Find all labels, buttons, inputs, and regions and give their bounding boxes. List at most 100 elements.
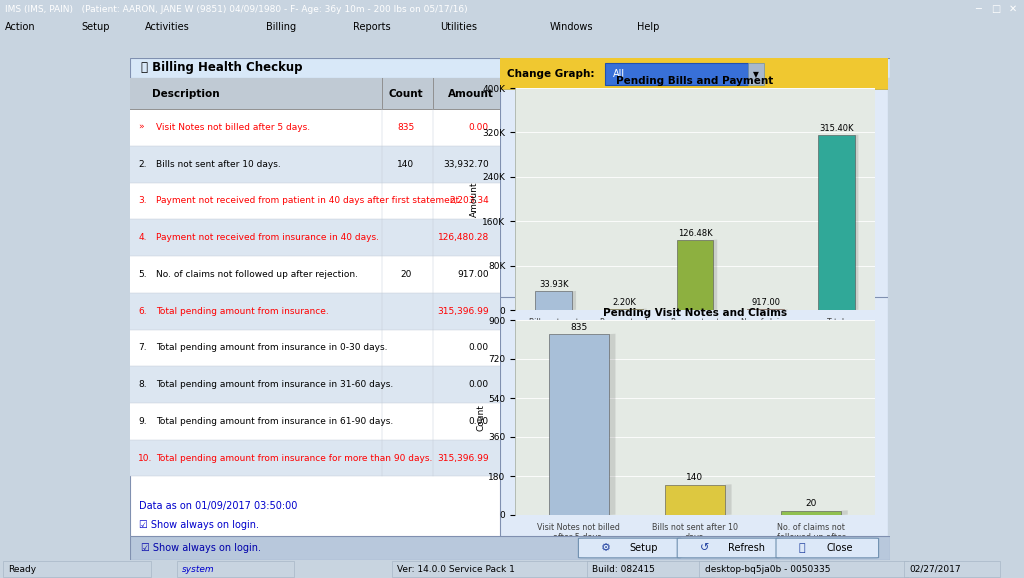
Text: 0.00: 0.00 [469,380,488,389]
Text: 33.93K: 33.93K [539,280,568,289]
Text: ↺: ↺ [700,543,710,553]
Text: 📋 Billing Health Checkup: 📋 Billing Health Checkup [141,61,303,75]
Text: Help: Help [637,22,659,32]
Text: 2.: 2. [138,160,146,169]
Text: 33,932.70: 33,932.70 [443,160,488,169]
Bar [605,63,749,85]
Bar [699,561,908,577]
Bar [130,293,500,329]
Text: ✕: ✕ [869,61,880,75]
Text: Utilities: Utilities [440,22,477,32]
Bar [781,511,842,515]
Text: 20: 20 [806,499,817,509]
Text: Payment not received from patient in 40 days after first statement.: Payment not received from patient in 40 … [156,197,462,205]
Polygon shape [714,239,717,310]
Polygon shape [609,334,615,515]
Text: 835: 835 [397,123,415,132]
Text: 0.00: 0.00 [469,417,488,426]
FancyBboxPatch shape [579,538,681,558]
Text: Billing: Billing [266,22,296,32]
Bar [130,78,500,109]
FancyBboxPatch shape [677,538,780,558]
Text: 140: 140 [397,160,415,169]
Text: 0.00: 0.00 [469,123,488,132]
Text: Ver: 14.0.0 Service Pack 1: Ver: 14.0.0 Service Pack 1 [397,565,515,573]
Text: 2,203.34: 2,203.34 [450,197,488,205]
Text: 835: 835 [570,323,588,332]
Polygon shape [784,309,787,310]
Text: 315,396.99: 315,396.99 [437,454,488,462]
Bar [665,485,725,515]
Text: Refresh: Refresh [728,543,765,553]
Text: Description: Description [153,88,220,99]
Text: Windows: Windows [550,22,593,32]
Text: 10.: 10. [138,454,153,462]
Text: ⚙: ⚙ [601,543,611,553]
Text: system: system [182,565,215,573]
Text: ☑ Show always on login.: ☑ Show always on login. [141,543,261,553]
Bar [3,561,151,577]
Bar [130,403,500,440]
Polygon shape [725,484,731,515]
Polygon shape [572,291,577,310]
Text: 0.00: 0.00 [469,343,488,353]
Text: ?: ? [853,61,859,75]
FancyBboxPatch shape [776,538,879,558]
Text: Amount: Amount [447,88,494,99]
Text: Pending Bills/Payment: Pending Bills/Payment [633,443,757,453]
Bar [549,334,609,515]
Y-axis label: Amount: Amount [470,181,479,217]
Bar [130,329,500,366]
Text: 917.00: 917.00 [751,298,780,307]
Text: Data as on 01/09/2017 03:50:00: Data as on 01/09/2017 03:50:00 [139,501,298,511]
Text: 917.00: 917.00 [458,270,488,279]
Text: Total pending amount from insurance in 61-90 days.: Total pending amount from insurance in 6… [156,417,393,426]
Y-axis label: Count: Count [476,404,485,431]
Text: Total pending amount from insurance in 0-30 days.: Total pending amount from insurance in 0… [156,343,387,353]
Text: 126.48K: 126.48K [678,228,713,238]
Polygon shape [643,309,646,310]
Text: Change Graph:: Change Graph: [507,69,595,79]
Text: Setup: Setup [630,543,657,553]
Text: Close: Close [827,543,853,553]
Text: Activities: Activities [145,22,190,32]
Text: Total pending amount from insurance in 31-60 days.: Total pending amount from insurance in 3… [156,380,393,389]
Bar [536,291,572,310]
Polygon shape [842,510,848,515]
Text: Build: 082415: Build: 082415 [592,565,654,573]
Text: 20: 20 [400,270,412,279]
Bar [130,109,500,146]
Text: ❌: ❌ [799,543,806,553]
Text: ─: ─ [975,4,981,14]
Bar [130,146,500,183]
Text: ▼: ▼ [753,70,759,79]
Polygon shape [855,135,858,310]
Bar [606,309,643,310]
Text: 140: 140 [686,473,703,483]
Text: »: » [138,123,143,132]
Text: Payment not received from insurance in 40 days.: Payment not received from insurance in 4… [156,233,379,242]
Text: 02/27/2017: 02/27/2017 [909,565,961,573]
Bar [130,440,500,476]
Bar [392,561,611,577]
Text: 7.: 7. [138,343,146,353]
Bar [500,58,888,89]
Bar [587,561,714,577]
Text: No. of claims not followed up after rejection.: No. of claims not followed up after reje… [156,270,358,279]
Text: Total pending amount from insurance for more than 90 days.: Total pending amount from insurance for … [156,454,432,462]
Text: 8.: 8. [138,380,146,389]
Text: 315.40K: 315.40K [819,124,853,133]
Text: 315,396.99: 315,396.99 [437,307,488,316]
Text: 2.20K: 2.20K [612,298,636,306]
Text: 3.: 3. [138,197,146,205]
Text: □: □ [990,4,1000,14]
Text: Count: Count [388,88,423,99]
Text: 5.: 5. [138,270,146,279]
Text: 9.: 9. [138,417,146,426]
Bar [177,561,294,577]
Text: Total pending amount from insurance.: Total pending amount from insurance. [156,307,329,316]
Bar [904,561,1000,577]
Text: Setup: Setup [81,22,110,32]
Bar [677,240,714,310]
Bar [818,135,855,310]
